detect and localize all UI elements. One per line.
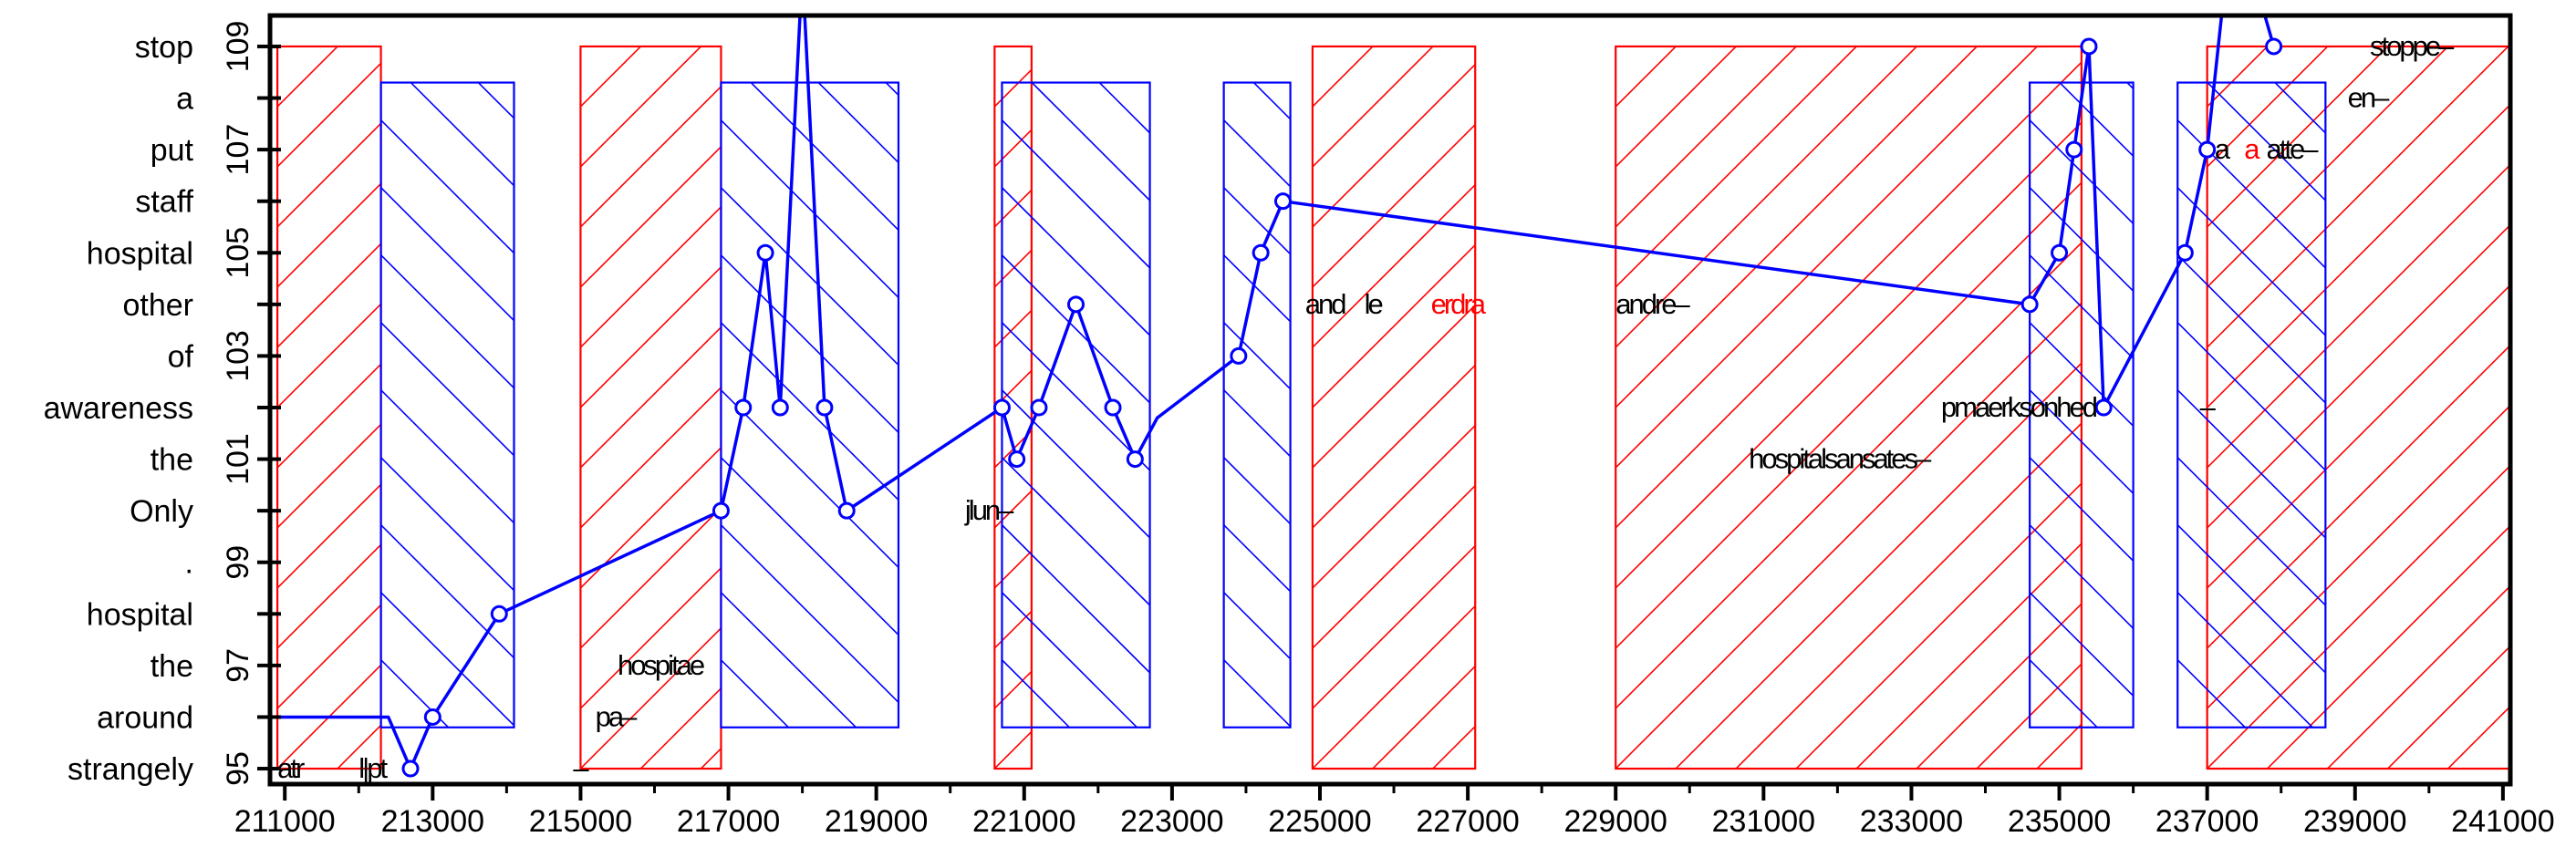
red-hatched-regions bbox=[276, 45, 2510, 770]
red-region bbox=[1311, 45, 1477, 770]
y-word-label: the bbox=[151, 649, 193, 684]
annotation-label: atte– bbox=[2267, 133, 2320, 165]
data-point bbox=[1030, 398, 1048, 417]
series-line bbox=[277, 16, 2283, 778]
y-word-label: the bbox=[151, 443, 193, 478]
x-tick-label: 213000 bbox=[381, 804, 484, 839]
plot-frame bbox=[267, 13, 2513, 787]
y-word-label: stop bbox=[135, 30, 193, 65]
data-point bbox=[401, 760, 420, 778]
y-word-label: around bbox=[97, 700, 193, 735]
y-word-label: . bbox=[185, 546, 193, 581]
series-polyline bbox=[277, 16, 2276, 770]
data-point bbox=[2265, 37, 2283, 56]
x-tick-label: 217000 bbox=[677, 804, 780, 839]
y-tick-label: 97 bbox=[221, 648, 255, 683]
data-point bbox=[490, 604, 508, 623]
annotation-label: le bbox=[1365, 288, 1383, 320]
y-tick-label: 107 bbox=[221, 124, 255, 176]
annotation-label: atr bbox=[277, 752, 305, 784]
data-point bbox=[2198, 140, 2217, 159]
y-word-label: put bbox=[151, 133, 194, 168]
annotation-label: – bbox=[2200, 391, 2217, 423]
y-word-label: Only bbox=[130, 494, 193, 529]
data-point bbox=[2080, 37, 2098, 56]
x-tick-label: 233000 bbox=[1860, 804, 1963, 839]
x-tick-label: 237000 bbox=[2155, 804, 2259, 839]
data-point bbox=[1230, 346, 1248, 365]
data-point bbox=[423, 708, 441, 726]
x-tick-label: 239000 bbox=[2303, 804, 2406, 839]
data-point bbox=[2065, 140, 2083, 159]
data-point bbox=[992, 398, 1011, 417]
data-point bbox=[756, 243, 774, 262]
data-point bbox=[1008, 450, 1026, 469]
data-point bbox=[1273, 192, 1292, 211]
annotation-label: hospitae bbox=[618, 649, 704, 681]
blue-region bbox=[2029, 81, 2135, 728]
data-point bbox=[2051, 243, 2069, 262]
annotation-label: hospitalsansates– bbox=[1749, 443, 1932, 475]
data-point bbox=[1252, 243, 1270, 262]
y-word-label: staff bbox=[135, 185, 193, 220]
y-tick-label: 99 bbox=[221, 545, 255, 580]
data-point bbox=[837, 501, 856, 520]
x-tick-label: 211000 bbox=[234, 804, 336, 839]
y-tick-label: 95 bbox=[221, 751, 255, 786]
x-tick-label: 225000 bbox=[1268, 804, 1371, 839]
x-tick-label: 241000 bbox=[2451, 804, 2554, 839]
y-word-label: awareness bbox=[44, 391, 193, 426]
annotation-label: jlun– bbox=[964, 494, 1014, 526]
x-tick-label: 215000 bbox=[529, 804, 632, 839]
y-tick-label: 101 bbox=[221, 433, 255, 485]
annotation-label: pmaerksonhed bbox=[1941, 391, 2097, 423]
annotation-label: l|pt bbox=[358, 752, 388, 784]
red-region bbox=[1615, 45, 2083, 770]
x-tick-label: 221000 bbox=[972, 804, 1075, 839]
x-tick-label: 231000 bbox=[1712, 804, 1815, 839]
annotation-label: pa– bbox=[596, 700, 638, 732]
x-tick-label: 227000 bbox=[1416, 804, 1519, 839]
annotation-label: andre– bbox=[1615, 288, 1690, 320]
data-point bbox=[2094, 398, 2113, 417]
data-point bbox=[1067, 295, 1085, 314]
x-tick-label: 219000 bbox=[825, 804, 928, 839]
annotation-label: a bbox=[2244, 133, 2260, 165]
axes: 211000 213000 215000 217000 219000 221000 2230… bbox=[44, 13, 2555, 839]
y-word-label: of bbox=[168, 339, 194, 374]
data-point bbox=[1104, 398, 1122, 417]
y-tick-label: 105 bbox=[221, 227, 255, 279]
y-word-label: hospital bbox=[87, 597, 193, 632]
y-word-label: hospital bbox=[87, 236, 193, 271]
data-point bbox=[771, 398, 789, 417]
y-word-label: other bbox=[123, 288, 194, 323]
blue-region bbox=[379, 81, 515, 728]
y-word-label: a bbox=[176, 82, 193, 117]
y-tick-label: 103 bbox=[221, 330, 255, 382]
x-tick-label: 235000 bbox=[2008, 804, 2111, 839]
blue-region bbox=[1222, 81, 1292, 728]
annotation-label: stoppe– bbox=[2370, 30, 2455, 62]
blue-hatched-regions bbox=[379, 81, 2327, 728]
data-point bbox=[2020, 295, 2039, 314]
data-point bbox=[734, 398, 753, 417]
data-point bbox=[712, 501, 730, 520]
annotation-label: a bbox=[2215, 133, 2231, 165]
blue-region bbox=[2176, 81, 2327, 728]
annotation-label: and bbox=[1305, 288, 1345, 320]
x-tick-label: 229000 bbox=[1563, 804, 1667, 839]
y-word-label: strangely bbox=[68, 752, 193, 787]
y-tick-label: 109 bbox=[221, 21, 255, 73]
x-tick-label: 223000 bbox=[1120, 804, 1223, 839]
data-point bbox=[2176, 243, 2194, 262]
annotation-label: en– bbox=[2348, 82, 2390, 114]
annotation-label: erdra bbox=[1431, 288, 1487, 320]
data-point bbox=[1126, 450, 1144, 469]
data-point bbox=[815, 398, 834, 417]
red-region bbox=[579, 45, 722, 770]
